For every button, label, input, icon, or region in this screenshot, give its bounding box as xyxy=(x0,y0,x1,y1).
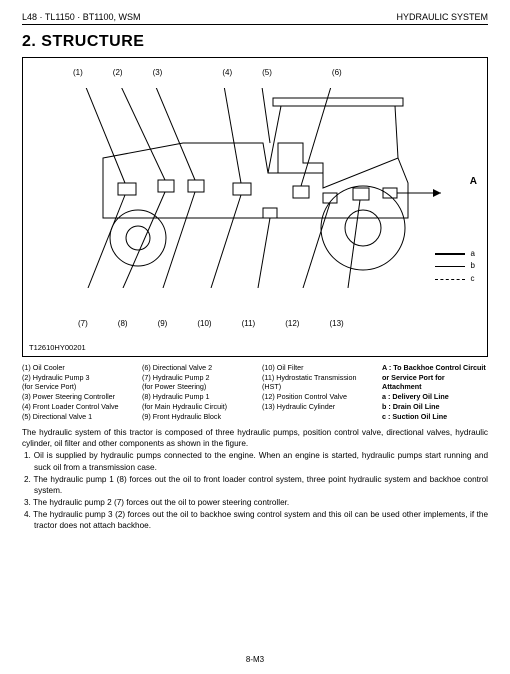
callout: (2) xyxy=(113,68,123,77)
part: (5) Directional Valve 1 xyxy=(22,412,128,422)
callout: (5) xyxy=(262,68,272,77)
body-text: The hydraulic system of this tractor is … xyxy=(22,427,488,531)
parts-col-2: (6) Directional Valve 2 (7) Hydraulic Pu… xyxy=(142,363,248,421)
figure-id: T12610HY00201 xyxy=(29,343,86,352)
callout: (10) xyxy=(197,319,211,328)
part: A : To Backhoe Control Circuit xyxy=(382,363,488,373)
parts-legend: (1) Oil Cooler (2) Hydraulic Pump 3 (for… xyxy=(22,363,488,421)
para-4: 4. The hydraulic pump 3 (2) forces out t… xyxy=(22,509,488,531)
parts-col-4: A : To Backhoe Control Circuit or Servic… xyxy=(382,363,488,421)
part: (HST) xyxy=(262,382,368,392)
part: (13) Hydraulic Cylinder xyxy=(262,402,368,412)
page-footer: 8-M3 xyxy=(0,655,510,664)
callouts-top: (1) (2) (3) (4) (5) (6) xyxy=(73,68,342,77)
part: b : Drain Oil Line xyxy=(382,402,488,412)
callout: (4) xyxy=(222,68,232,77)
intro: The hydraulic system of this tractor is … xyxy=(22,427,488,449)
part: (6) Directional Valve 2 xyxy=(142,363,248,373)
arrow-label: A xyxy=(470,176,477,187)
callout: (3) xyxy=(153,68,163,77)
part: (2) Hydraulic Pump 3 xyxy=(22,373,128,383)
part: (11) Hydrostatic Transmission xyxy=(262,373,368,383)
legend-a: a xyxy=(471,248,475,261)
part: (1) Oil Cooler xyxy=(22,363,128,373)
callout: (1) xyxy=(73,68,83,77)
section-title: 2. STRUCTURE xyxy=(22,33,488,51)
part: (8) Hydraulic Pump 1 xyxy=(142,392,248,402)
callout: (9) xyxy=(158,319,168,328)
part: (3) Power Steering Controller xyxy=(22,392,128,402)
part: or Service Port for xyxy=(382,373,488,383)
callouts-bottom: (7) (8) (9) (10) (11) (12) (13) xyxy=(78,319,344,328)
para-3: 3. The hydraulic pump 2 (7) forces out t… xyxy=(22,497,488,508)
para-2: 2. The hydraulic pump 1 (8) forces out t… xyxy=(22,474,488,496)
part: (7) Hydraulic Pump 2 xyxy=(142,373,248,383)
part: (for Power Steering) xyxy=(142,382,248,392)
para-1: 1. Oil is supplied by hydraulic pumps co… xyxy=(22,450,488,472)
page-header: L48 · TL1150 · BT1100, WSM HYDRAULIC SYS… xyxy=(22,12,488,25)
header-right: HYDRAULIC SYSTEM xyxy=(396,12,488,22)
callout: (13) xyxy=(329,319,343,328)
legend-c: c xyxy=(471,273,475,286)
part: c : Suction Oil Line xyxy=(382,412,488,422)
part: (for Main Hydraulic Circuit) xyxy=(142,402,248,412)
legend-b: b xyxy=(471,260,475,273)
callout: (6) xyxy=(332,68,342,77)
part: (10) Oil Filter xyxy=(262,363,368,373)
callout: (11) xyxy=(242,319,256,328)
figure: (1) (2) (3) (4) (5) (6) xyxy=(22,57,488,357)
part: (for Service Port) xyxy=(22,382,128,392)
part: (9) Front Hydraulic Block xyxy=(142,412,248,422)
callout: (8) xyxy=(118,319,128,328)
header-left: L48 · TL1150 · BT1100, WSM xyxy=(22,12,141,22)
tractor-diagram xyxy=(63,88,443,288)
line-legend: a b c xyxy=(435,248,475,286)
part: (4) Front Loader Control Valve xyxy=(22,402,128,412)
parts-col-1: (1) Oil Cooler (2) Hydraulic Pump 3 (for… xyxy=(22,363,128,421)
part: (12) Position Control Valve xyxy=(262,392,368,402)
parts-col-3: (10) Oil Filter (11) Hydrostatic Transmi… xyxy=(262,363,368,421)
callout: (12) xyxy=(285,319,299,328)
callout: (7) xyxy=(78,319,88,328)
part: Attachment xyxy=(382,382,488,392)
part: a : Delivery Oil Line xyxy=(382,392,488,402)
